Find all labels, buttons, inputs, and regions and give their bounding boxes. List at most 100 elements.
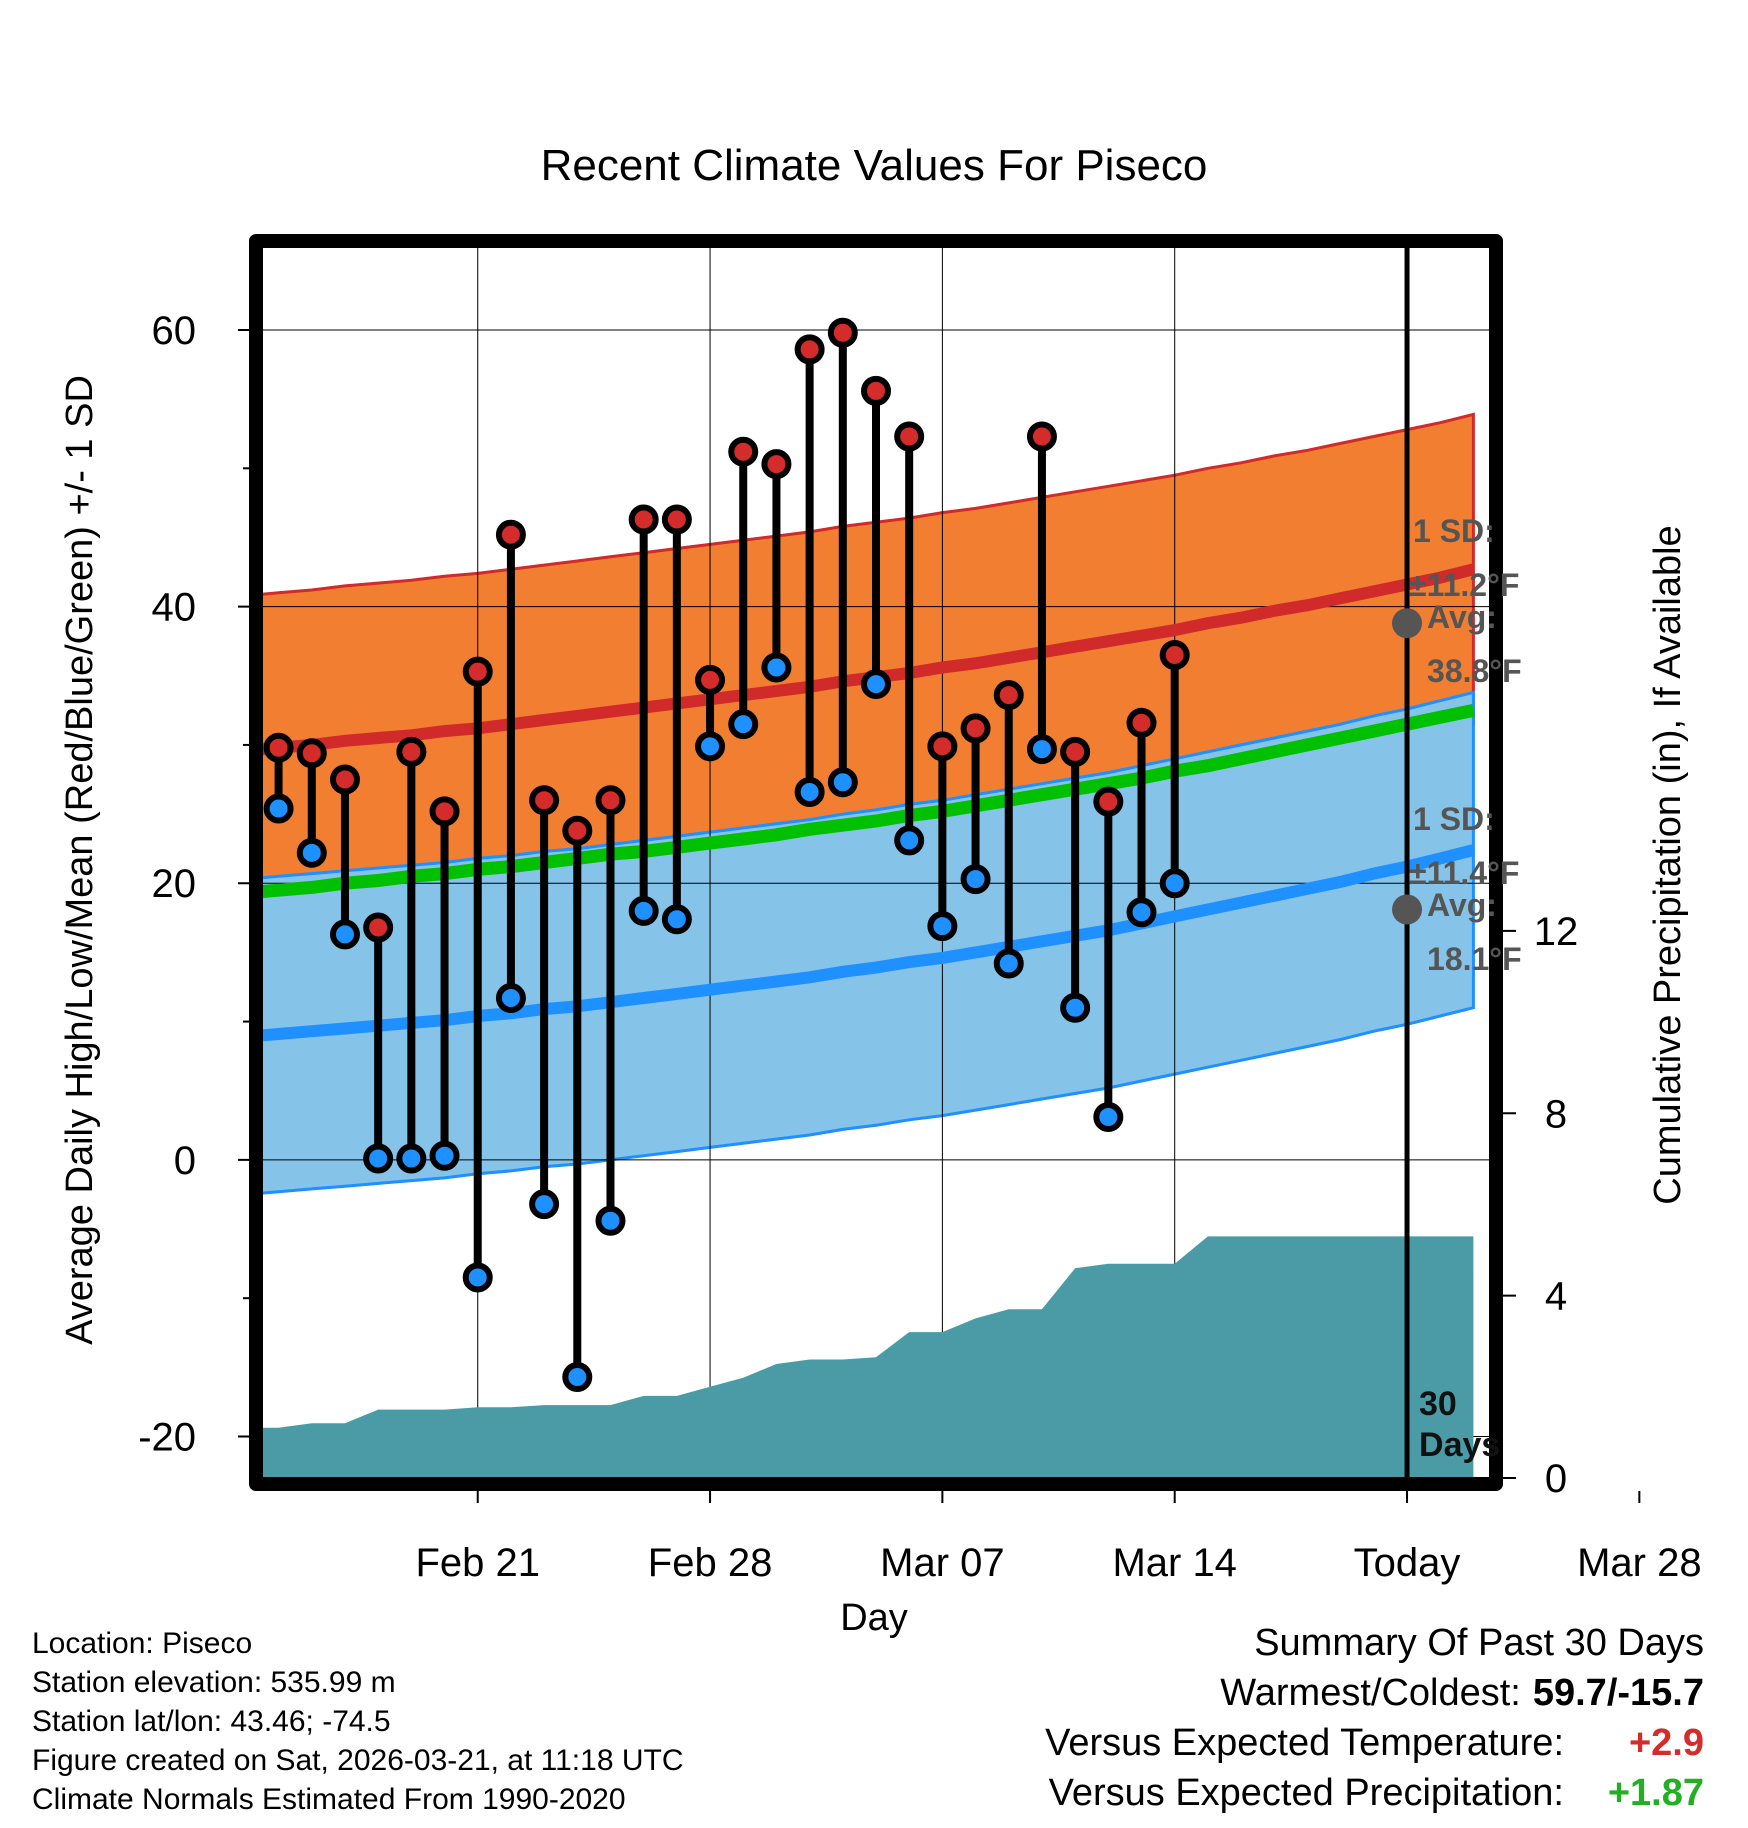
daily-low-point bbox=[861, 669, 891, 700]
x-tick-label: Mar 07 bbox=[880, 1541, 1005, 1585]
y-tick-label: -20 bbox=[138, 1416, 196, 1460]
normals-text: Climate Normals Estimated From 1990-2020 bbox=[32, 1783, 626, 1816]
daily-low-point bbox=[495, 983, 526, 1014]
y-tick-label: 60 bbox=[152, 309, 197, 353]
warmest-label: Warmest/Coldest: bbox=[1220, 1672, 1521, 1714]
low-avg-value: 18.1°F bbox=[1427, 941, 1522, 977]
today-low-avg-marker bbox=[1392, 894, 1423, 925]
daily-high-point bbox=[794, 334, 825, 365]
x-tick-label: Mar 28 bbox=[1577, 1541, 1702, 1585]
y2-tick-label: 12 bbox=[1534, 910, 1579, 954]
x-axis-label: Day bbox=[840, 1597, 908, 1639]
daily-high-point bbox=[1026, 421, 1057, 452]
temp-value: +2.9 bbox=[1628, 1722, 1704, 1764]
daily-low-point bbox=[263, 793, 294, 824]
y-tick-label: 40 bbox=[152, 586, 197, 630]
daily-low-point bbox=[927, 911, 958, 942]
daily-high-point bbox=[296, 738, 327, 769]
cumulative-precip-area bbox=[262, 1236, 1474, 1478]
summary-precip-row: Versus Expected Precipitation: +1.87 bbox=[804, 1768, 1704, 1818]
daily-high-point bbox=[329, 764, 360, 795]
daily-low-point bbox=[200, 797, 224, 821]
chart-title: Recent Climate Values For Piseco bbox=[541, 141, 1208, 190]
daily-low-point bbox=[1026, 734, 1057, 765]
daily-low-point bbox=[562, 1362, 593, 1393]
daily-low-point bbox=[595, 1205, 626, 1236]
daily-low-point bbox=[728, 709, 759, 740]
daily-high-point bbox=[927, 731, 958, 762]
x-tick-label: Feb 21 bbox=[415, 1541, 540, 1585]
daily-high-point bbox=[429, 796, 460, 827]
created-text: Figure created on Sat, 2026-03-21, at 11… bbox=[32, 1744, 684, 1777]
daily-low-point bbox=[993, 948, 1024, 979]
latlon-text: Station lat/lon: 43.46; -74.5 bbox=[32, 1705, 391, 1738]
summary-temp-row: Versus Expected Temperature: +2.9 bbox=[804, 1718, 1704, 1768]
x-tick-label: Today bbox=[1354, 1541, 1461, 1585]
daily-high-point bbox=[960, 713, 991, 744]
today-high-avg-marker bbox=[1392, 608, 1423, 639]
daily-low-point bbox=[363, 1143, 394, 1174]
daily-low-point bbox=[429, 1140, 460, 1171]
daily-low-point bbox=[462, 1262, 493, 1293]
daily-high-point bbox=[396, 736, 427, 767]
daily-low-point bbox=[827, 767, 858, 798]
daily-high-point bbox=[529, 785, 560, 816]
daily-high-point bbox=[827, 317, 858, 348]
daily-high-point bbox=[993, 680, 1024, 711]
daily-high-point bbox=[728, 436, 759, 467]
daily-high-point bbox=[1060, 736, 1091, 767]
y2-tick-label: 4 bbox=[1545, 1275, 1567, 1319]
daily-high-point bbox=[661, 504, 692, 535]
precip-value: +1.87 bbox=[1607, 1772, 1704, 1814]
daily-high-point bbox=[1093, 786, 1124, 817]
y-tick-label: 20 bbox=[152, 862, 197, 906]
daily-low-point bbox=[529, 1189, 560, 1220]
precip-label: Versus Expected Precipitation: bbox=[1048, 1772, 1564, 1814]
high-avg-value: 38.8°F bbox=[1427, 653, 1522, 689]
daily-low-point bbox=[761, 652, 792, 683]
warmest-value: 59.7/-15.7 bbox=[1532, 1672, 1704, 1714]
y2-tick-label: 8 bbox=[1545, 1092, 1567, 1136]
summary-heading: Summary Of Past 30 Days bbox=[1254, 1622, 1704, 1664]
daily-high-point bbox=[363, 912, 394, 943]
daily-high-point bbox=[628, 504, 659, 535]
normal-mean-line bbox=[262, 704, 1475, 899]
daily-high-point bbox=[1159, 640, 1190, 671]
daily-high-point bbox=[761, 449, 792, 480]
daily-high-point bbox=[562, 815, 593, 846]
daily-low-point bbox=[960, 864, 991, 895]
low-sd-value: ±11.4°F bbox=[1409, 855, 1519, 891]
y2-tick-label: 0 bbox=[1545, 1457, 1567, 1501]
daily-high-point bbox=[263, 732, 294, 763]
daily-high-point bbox=[1126, 707, 1157, 738]
summary-panel: Summary Of Past 30 Days Warmest/Coldest:… bbox=[804, 1618, 1704, 1818]
daily-high-point bbox=[200, 705, 224, 729]
station-info: Location: Piseco Station elevation: 535.… bbox=[32, 1624, 684, 1819]
daily-high-point bbox=[894, 421, 925, 452]
daily-high-point bbox=[495, 519, 526, 550]
daily-low-point bbox=[329, 919, 360, 950]
high-sd-label: 1 SD: bbox=[1413, 513, 1495, 549]
daily-low-point bbox=[1093, 1101, 1124, 1132]
normal-low-line bbox=[262, 844, 1475, 1042]
daily-high-point bbox=[462, 656, 493, 687]
daily-low-point bbox=[396, 1143, 427, 1174]
summary-warmest-row: Warmest/Coldest: 59.7/-15.7 bbox=[804, 1668, 1704, 1718]
period-label-number: 30 bbox=[1419, 1385, 1457, 1423]
daily-low-point bbox=[1159, 868, 1190, 899]
daily-high-point bbox=[695, 664, 726, 695]
low-sd-label: 1 SD: bbox=[1413, 801, 1495, 837]
daily-low-point bbox=[296, 837, 327, 868]
y2-axis-label: Cumulative Precipitation (in), If Availa… bbox=[1647, 525, 1689, 1204]
y-tick-label: 0 bbox=[174, 1139, 196, 1183]
daily-low-point bbox=[1126, 897, 1157, 928]
temp-label: Versus Expected Temperature: bbox=[1045, 1722, 1564, 1764]
plot-frame bbox=[249, 234, 1503, 1491]
daily-low-point bbox=[794, 776, 825, 807]
daily-low-point bbox=[894, 825, 925, 856]
high-avg-label: Avg: bbox=[1427, 599, 1497, 635]
elevation-text: Station elevation: 535.99 m bbox=[32, 1666, 396, 1699]
y-axis-label: Average Daily High/Low/Mean (Red/Blue/Gr… bbox=[59, 375, 101, 1345]
low-avg-label: Avg: bbox=[1427, 887, 1497, 923]
